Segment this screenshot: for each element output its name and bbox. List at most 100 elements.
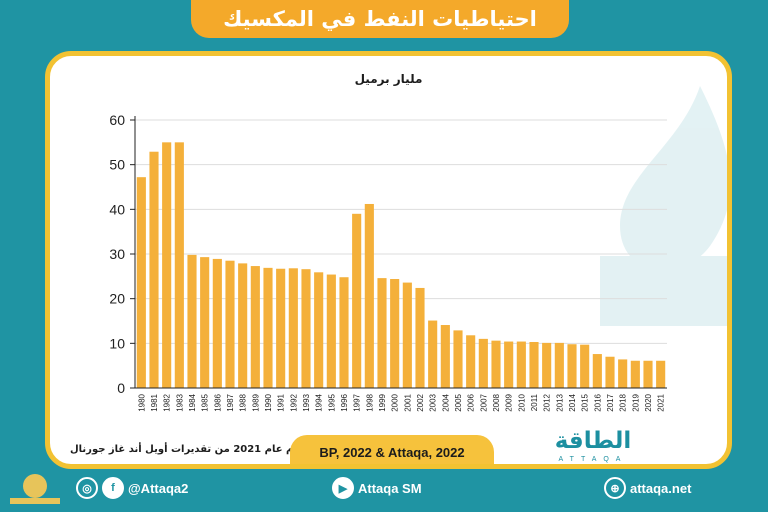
bar-2018: [618, 359, 628, 388]
x-tick-label-2002: 2002: [416, 393, 425, 411]
footnote: *أرقام عام 2021 من تقديرات أويل أند غاز …: [70, 444, 318, 455]
y-tick-label-50: 50: [109, 157, 125, 173]
bar-1991: [276, 268, 286, 388]
bar-1997: [352, 213, 362, 388]
x-tick-label-1993: 1993: [302, 393, 311, 411]
y-tick-label-60: 60: [109, 112, 125, 128]
x-tick-label-1999: 1999: [378, 393, 387, 411]
bar-2002: [415, 287, 425, 388]
bar-2004: [440, 325, 450, 388]
x-tick-label-1996: 1996: [340, 393, 349, 411]
x-tick-label-2003: 2003: [429, 393, 438, 411]
bar-2020: [643, 360, 653, 388]
bar-2011: [529, 341, 539, 388]
x-tick-label-2015: 2015: [581, 393, 590, 411]
y-tick-label-20: 20: [109, 291, 125, 307]
bar-1983: [174, 142, 184, 388]
bar-2019: [630, 360, 640, 388]
y-tick-label-0: 0: [117, 380, 125, 396]
x-tick-label-1997: 1997: [353, 393, 362, 411]
bar-1989: [250, 266, 260, 388]
x-tick-label-1994: 1994: [315, 393, 324, 411]
bar-1986: [212, 258, 222, 388]
bar-2017: [605, 356, 615, 388]
website-group: ⊕ attaqa.net: [604, 477, 691, 499]
bar-2001: [402, 282, 412, 388]
bar-2013: [554, 342, 564, 388]
y-tick-label-40: 40: [109, 201, 125, 217]
x-tick-label-1992: 1992: [289, 393, 298, 411]
bar-1993: [301, 269, 311, 388]
x-tick-label-2011: 2011: [530, 393, 539, 411]
x-tick-label-2005: 2005: [454, 393, 463, 411]
brand-latin: ATTAQA: [558, 456, 628, 463]
bar-2003: [428, 320, 438, 388]
bar-1990: [263, 267, 273, 388]
y-tick-label-30: 30: [109, 246, 125, 262]
youtube-group: ▶ Attaqa SM: [332, 477, 422, 499]
bar-2005: [453, 330, 463, 388]
x-tick-label-1995: 1995: [327, 393, 336, 411]
x-tick-label-1980: 1980: [137, 393, 146, 411]
x-tick-label-1988: 1988: [239, 393, 248, 411]
x-tick-label-1989: 1989: [251, 393, 260, 411]
bar-1987: [225, 260, 235, 388]
youtube-handle[interactable]: Attaqa SM: [358, 480, 422, 496]
bar-2015: [580, 344, 590, 388]
bar-1984: [187, 254, 197, 388]
x-tick-label-2018: 2018: [619, 393, 628, 411]
x-tick-label-1998: 1998: [365, 393, 374, 411]
globe-icon[interactable]: ⊕: [604, 477, 626, 499]
source-text: BP, 2022 & Attaqa, 2022: [319, 444, 465, 460]
bar-1982: [162, 142, 172, 388]
chart-card: مليار برميل 0 10 20 30 40 50 60 1980 1981 1982 198…: [45, 51, 732, 469]
x-tick-label-2000: 2000: [391, 393, 400, 411]
bar-1999: [377, 278, 387, 388]
bar-2006: [466, 335, 476, 388]
bar-2021: [656, 360, 666, 388]
x-tick-label-2009: 2009: [505, 393, 514, 411]
x-tick-label-2006: 2006: [467, 393, 476, 411]
bar-2000: [390, 279, 400, 388]
website-link[interactable]: attaqa.net: [630, 480, 692, 496]
bar-1981: [149, 151, 159, 388]
y-tick-label-10: 10: [109, 335, 125, 351]
x-tick-label-2004: 2004: [441, 393, 450, 411]
x-tick-label-2021: 2021: [657, 393, 666, 411]
x-tick-label-2019: 2019: [631, 393, 640, 411]
facebook-icon[interactable]: f: [102, 477, 124, 499]
bar-1994: [314, 272, 324, 388]
x-tick-label-2001: 2001: [403, 393, 412, 411]
footer: ◎ f @Attaqa2 ▶ Attaqa SM ⊕ attaqa.net: [0, 474, 768, 504]
institution-badge-icon: [10, 474, 60, 504]
x-tick-label-1990: 1990: [264, 393, 273, 411]
youtube-icon[interactable]: ▶: [332, 477, 354, 499]
source-box: BP, 2022 & Attaqa, 2022: [290, 435, 494, 464]
title-banner: احتياطيات النفط في المكسيك: [191, 0, 569, 38]
instagram-icon[interactable]: ◎: [76, 477, 98, 499]
bar-1992: [288, 268, 298, 388]
bar-2010: [516, 341, 526, 388]
bar-2007: [478, 338, 488, 388]
x-tick-label-2010: 2010: [517, 393, 526, 411]
bar-2014: [567, 344, 577, 388]
x-tick-label-2020: 2020: [644, 393, 653, 411]
bar-2012: [542, 342, 552, 388]
x-tick-label-2016: 2016: [593, 393, 602, 411]
bar-1988: [238, 263, 248, 388]
y-axis-unit-label: مليار برميل: [354, 72, 423, 86]
x-tick-label-1985: 1985: [201, 393, 210, 411]
x-tick-label-2012: 2012: [543, 393, 552, 411]
social-twitter-group: ◎ f @Attaqa2: [76, 477, 188, 499]
bar-1995: [326, 274, 336, 388]
x-tick-label-2017: 2017: [606, 393, 615, 411]
watermark-drop-icon: [600, 86, 727, 326]
bar-1980: [136, 177, 146, 388]
x-tick-label-2007: 2007: [479, 393, 488, 411]
x-tick-label-1986: 1986: [213, 393, 222, 411]
brand-arabic: الطاقة: [554, 428, 632, 454]
twitter-handle[interactable]: @Attaqa2: [128, 480, 189, 496]
brand-logo: الطاقة ATTAQA: [538, 426, 648, 464]
x-tick-label-1991: 1991: [277, 393, 286, 411]
